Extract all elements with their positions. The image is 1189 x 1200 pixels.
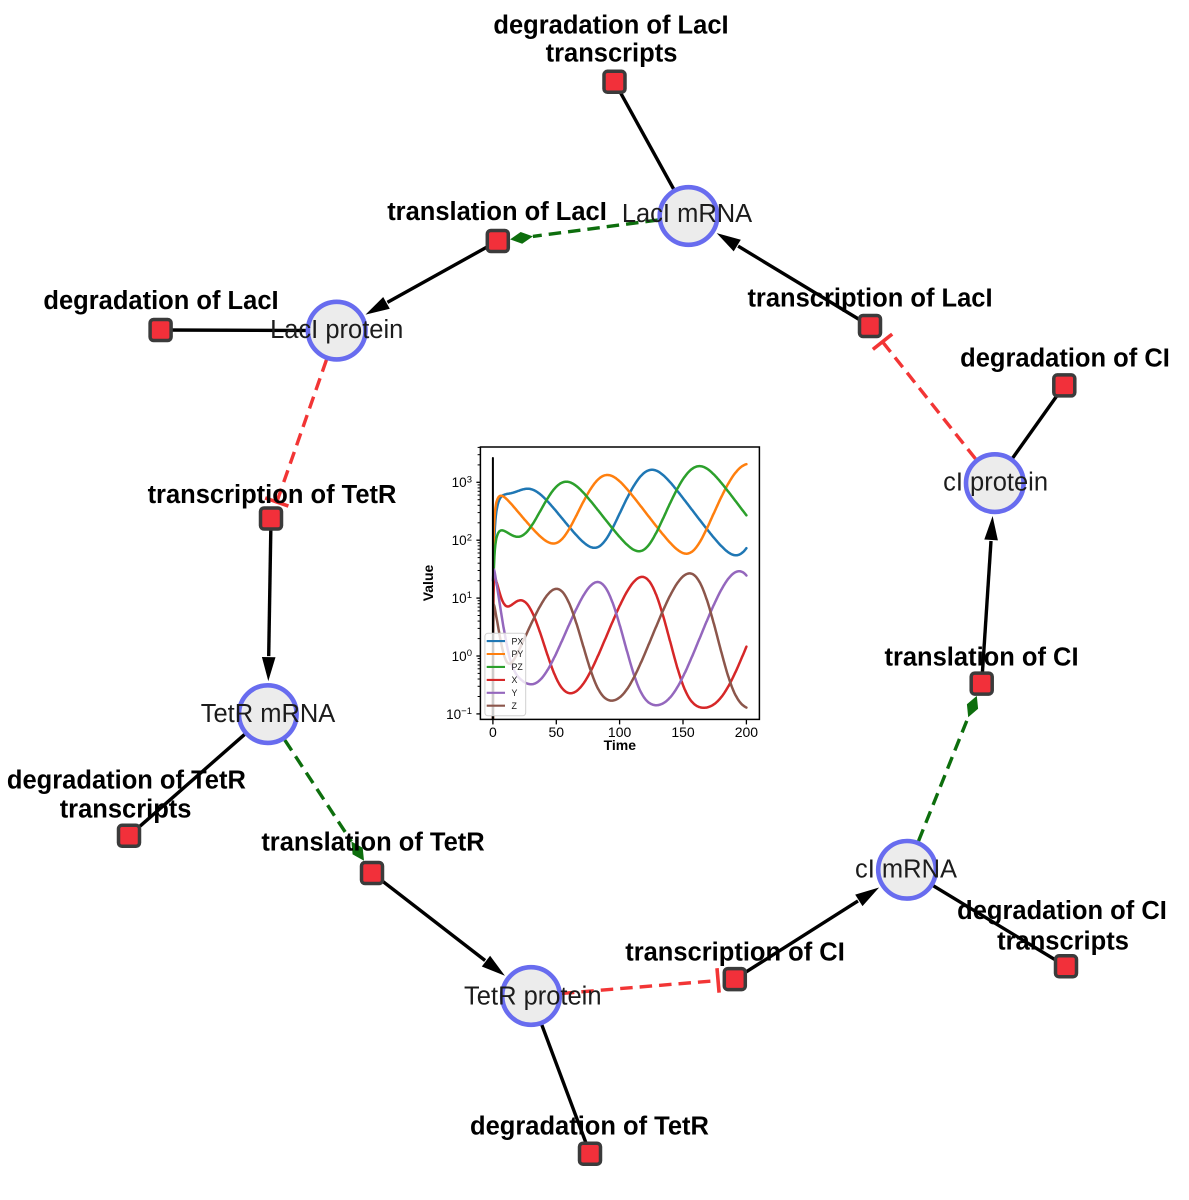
svg-text:degradation of CI: degradation of CI	[957, 897, 1167, 925]
svg-text:degradation of TetR: degradation of TetR	[470, 1112, 709, 1140]
svg-text:degradation of TetR: degradation of TetR	[7, 767, 246, 795]
svg-text:TetR protein: TetR protein	[464, 982, 602, 1010]
svg-text:transcription of CI: transcription of CI	[625, 939, 845, 967]
svg-text:50: 50	[549, 724, 565, 740]
svg-text:Y: Y	[512, 688, 518, 698]
svg-text:LacI protein: LacI protein	[270, 316, 403, 344]
svg-text:transcripts: transcripts	[997, 927, 1129, 955]
svg-text:translation of CI: translation of CI	[884, 643, 1078, 671]
svg-text:200: 200	[735, 724, 759, 740]
svg-text:cI protein: cI protein	[943, 468, 1048, 496]
svg-text:translation of LacI: translation of LacI	[387, 198, 607, 226]
svg-text:Z: Z	[512, 701, 518, 711]
svg-text:degradation of LacI: degradation of LacI	[43, 287, 278, 315]
svg-text:transcription of TetR: transcription of TetR	[148, 481, 397, 509]
svg-text:transcription of LacI: transcription of LacI	[747, 285, 992, 313]
svg-text:150: 150	[671, 724, 695, 740]
svg-text:100: 100	[608, 724, 632, 740]
svg-text:PX: PX	[512, 636, 524, 646]
svg-text:degradation of CI: degradation of CI	[960, 345, 1170, 373]
svg-text:LacI mRNA: LacI mRNA	[622, 200, 752, 228]
svg-text:PZ: PZ	[512, 662, 524, 672]
svg-text:Time: Time	[604, 737, 637, 753]
svg-text:degradation of LacI: degradation of LacI	[493, 12, 728, 40]
svg-text:X: X	[512, 675, 518, 685]
svg-text:PY: PY	[512, 649, 524, 659]
svg-text:transcripts: transcripts	[60, 796, 192, 824]
svg-text:translation of TetR: translation of TetR	[261, 829, 484, 857]
svg-text:Value: Value	[420, 565, 436, 602]
svg-text:transcripts: transcripts	[546, 39, 678, 67]
svg-text:TetR mRNA: TetR mRNA	[201, 700, 336, 728]
svg-text:0: 0	[489, 724, 497, 740]
svg-text:cI mRNA: cI mRNA	[855, 855, 957, 883]
